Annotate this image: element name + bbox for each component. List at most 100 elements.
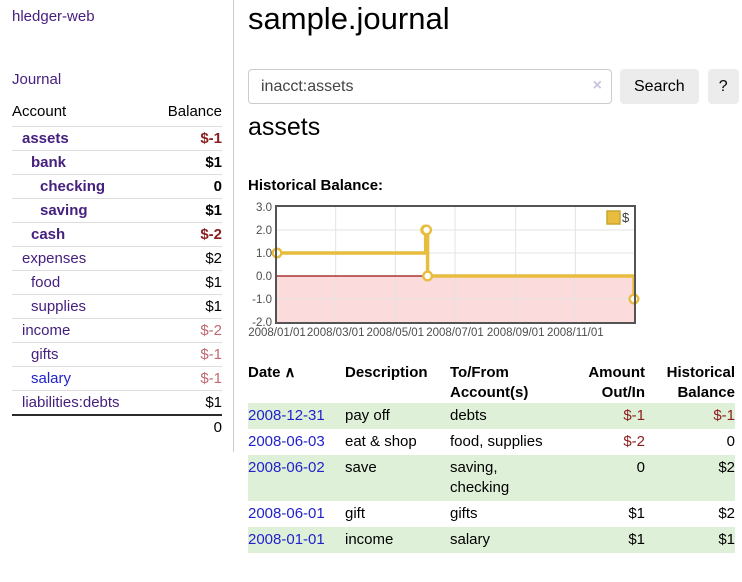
account-row: food $1 — [12, 270, 222, 295]
y-axis-tick-label: -1.0 — [252, 294, 272, 306]
chart-heading: Historical Balance: — [248, 177, 384, 194]
account-row: supplies $1 — [12, 294, 222, 319]
date-column-header[interactable]: Date ∧ — [248, 364, 296, 381]
account-row: cash $-2 — [12, 222, 222, 247]
x-axis-tick-label: 2008/11/01 — [547, 327, 604, 339]
description-column-header: Description — [345, 364, 428, 381]
account-link-expenses[interactable]: expenses — [22, 250, 87, 267]
search-input[interactable] — [248, 69, 612, 104]
account-link-salary[interactable]: salary — [31, 370, 72, 387]
account-balance: $1 — [205, 154, 222, 171]
transaction-accounts: food, supplies — [450, 433, 543, 450]
account-link-bank[interactable]: bank — [31, 154, 67, 171]
page-title: sample.journal — [248, 1, 450, 36]
transaction-date-link[interactable]: 2008-06-03 — [248, 433, 325, 450]
accounts-total-balance: 0 — [213, 419, 222, 436]
data-point-marker — [421, 224, 433, 236]
transaction-description: income — [345, 531, 394, 548]
account-link-gifts[interactable]: gifts — [31, 346, 59, 363]
historical-balance-chart[interactable]: $3.0 2.0 1.0 0.0 -1.0 -2.0 2008/01/01 2008/03/0… — [248, 202, 648, 342]
transaction-amount: $1 — [628, 531, 645, 548]
search-input-wrapper: × — [248, 69, 612, 104]
account-balance: $1 — [205, 274, 222, 291]
account-link-liabilities-debts[interactable]: liabilities:debts — [22, 394, 120, 411]
account-link-food[interactable]: food — [31, 274, 61, 291]
account-row: salary $-1 — [12, 366, 222, 391]
app-title-link[interactable]: hledger-web — [12, 8, 95, 25]
chart-frame — [275, 205, 636, 324]
transaction-accounts: salary — [450, 531, 491, 548]
account-row: saving $1 — [12, 198, 222, 223]
account-link-assets[interactable]: assets — [22, 130, 69, 147]
account-row: liabilities:debts $1 — [12, 390, 222, 416]
account-balance: $-1 — [200, 370, 222, 387]
register-table: Date ∧ Description To/From Account(s) Amo… — [248, 363, 735, 553]
account-heading: assets — [248, 113, 321, 141]
transaction-date-link[interactable]: 2008-12-31 — [248, 407, 325, 424]
y-axis-tick-label: 2.0 — [256, 225, 272, 237]
account-link-saving[interactable]: saving — [40, 202, 88, 219]
balance-column-header-register: Historical Balance — [666, 364, 735, 401]
account-balance: 0 — [213, 178, 222, 195]
register-row: 2008-01-01 income salary $1 $1 — [248, 527, 735, 553]
x-axis-tick-label: 2008/03/01 — [307, 327, 365, 339]
account-column-header: Account — [12, 103, 67, 120]
search-button[interactable]: Search — [620, 69, 699, 104]
account-row: assets $-1 — [12, 126, 222, 151]
accounts-table: Account Balance assets $-1 bank $1 checking 0… — [12, 103, 222, 439]
transaction-balance: $2 — [718, 459, 735, 476]
account-row: checking 0 — [12, 174, 222, 199]
account-balance: $1 — [205, 202, 222, 219]
transaction-amount: 0 — [636, 459, 645, 476]
register-row: 2008-06-02 save saving, checking 0 $2 — [248, 455, 735, 501]
register-row: 2008-06-01 gift gifts $1 $2 — [248, 501, 735, 527]
account-balance: $2 — [205, 250, 222, 267]
account-balance: $-2 — [200, 322, 222, 339]
account-link-cash[interactable]: cash — [31, 226, 66, 243]
help-button[interactable]: ? — [707, 69, 739, 104]
account-balance: $-1 — [200, 346, 222, 363]
register-row: 2008-12-31 pay off debts $-1 $-1 — [248, 403, 735, 429]
account-row: income $-2 — [12, 318, 222, 343]
x-axis-tick-label: 2008/09/01 — [487, 327, 545, 339]
register-header-row: Date ∧ Description To/From Account(s) Amo… — [248, 363, 735, 403]
account-row: expenses $2 — [12, 246, 222, 271]
sort-ascending-icon: ∧ — [284, 364, 296, 381]
register-row: 2008-06-03 eat & shop food, supplies $-2 0 — [248, 429, 735, 455]
accounts-total-row: 0 — [12, 415, 222, 439]
transaction-description: eat & shop — [345, 433, 417, 450]
account-balance: $1 — [205, 394, 222, 411]
transaction-accounts: debts — [450, 407, 487, 424]
y-axis-tick-label: -2.0 — [252, 317, 272, 329]
amount-column-header: Amount Out/In — [588, 364, 645, 401]
transaction-date-link[interactable]: 2008-01-01 — [248, 531, 325, 548]
account-link-income[interactable]: income — [22, 322, 71, 339]
transaction-date-link[interactable]: 2008-06-02 — [248, 459, 325, 476]
account-balance: $-1 — [200, 130, 222, 147]
balance-column-header: Balance — [167, 103, 222, 120]
x-axis-tick-label: 2008/07/01 — [426, 327, 484, 339]
account-balance: $-2 — [200, 226, 222, 243]
transaction-amount: $1 — [628, 505, 645, 522]
account-link-supplies[interactable]: supplies — [31, 298, 87, 315]
y-axis-tick-label: 3.0 — [256, 202, 272, 214]
accounts-table-header: Account Balance — [12, 103, 222, 127]
account-link-checking[interactable]: checking — [40, 178, 106, 195]
clear-search-icon[interactable]: × — [592, 77, 602, 94]
transaction-amount: $-2 — [623, 433, 645, 450]
sidebar-item-journal[interactable]: Journal — [12, 71, 62, 88]
search-form: × Search ? — [248, 69, 739, 104]
transaction-accounts: saving, checking — [450, 459, 510, 496]
transaction-date-link[interactable]: 2008-06-01 — [248, 505, 325, 522]
accounts-column-header: To/From Account(s) — [450, 364, 529, 401]
sidebar: hledger-web Journal Account Balance asse… — [0, 0, 234, 452]
transaction-balance: $2 — [718, 505, 735, 522]
transaction-description: save — [345, 459, 377, 476]
x-axis-tick-label: 2008/05/01 — [367, 327, 425, 339]
account-row: bank $1 — [12, 150, 222, 175]
transaction-balance: $1 — [718, 531, 735, 548]
y-axis-tick-label: 0.0 — [256, 271, 272, 283]
legend-swatch — [606, 210, 621, 225]
